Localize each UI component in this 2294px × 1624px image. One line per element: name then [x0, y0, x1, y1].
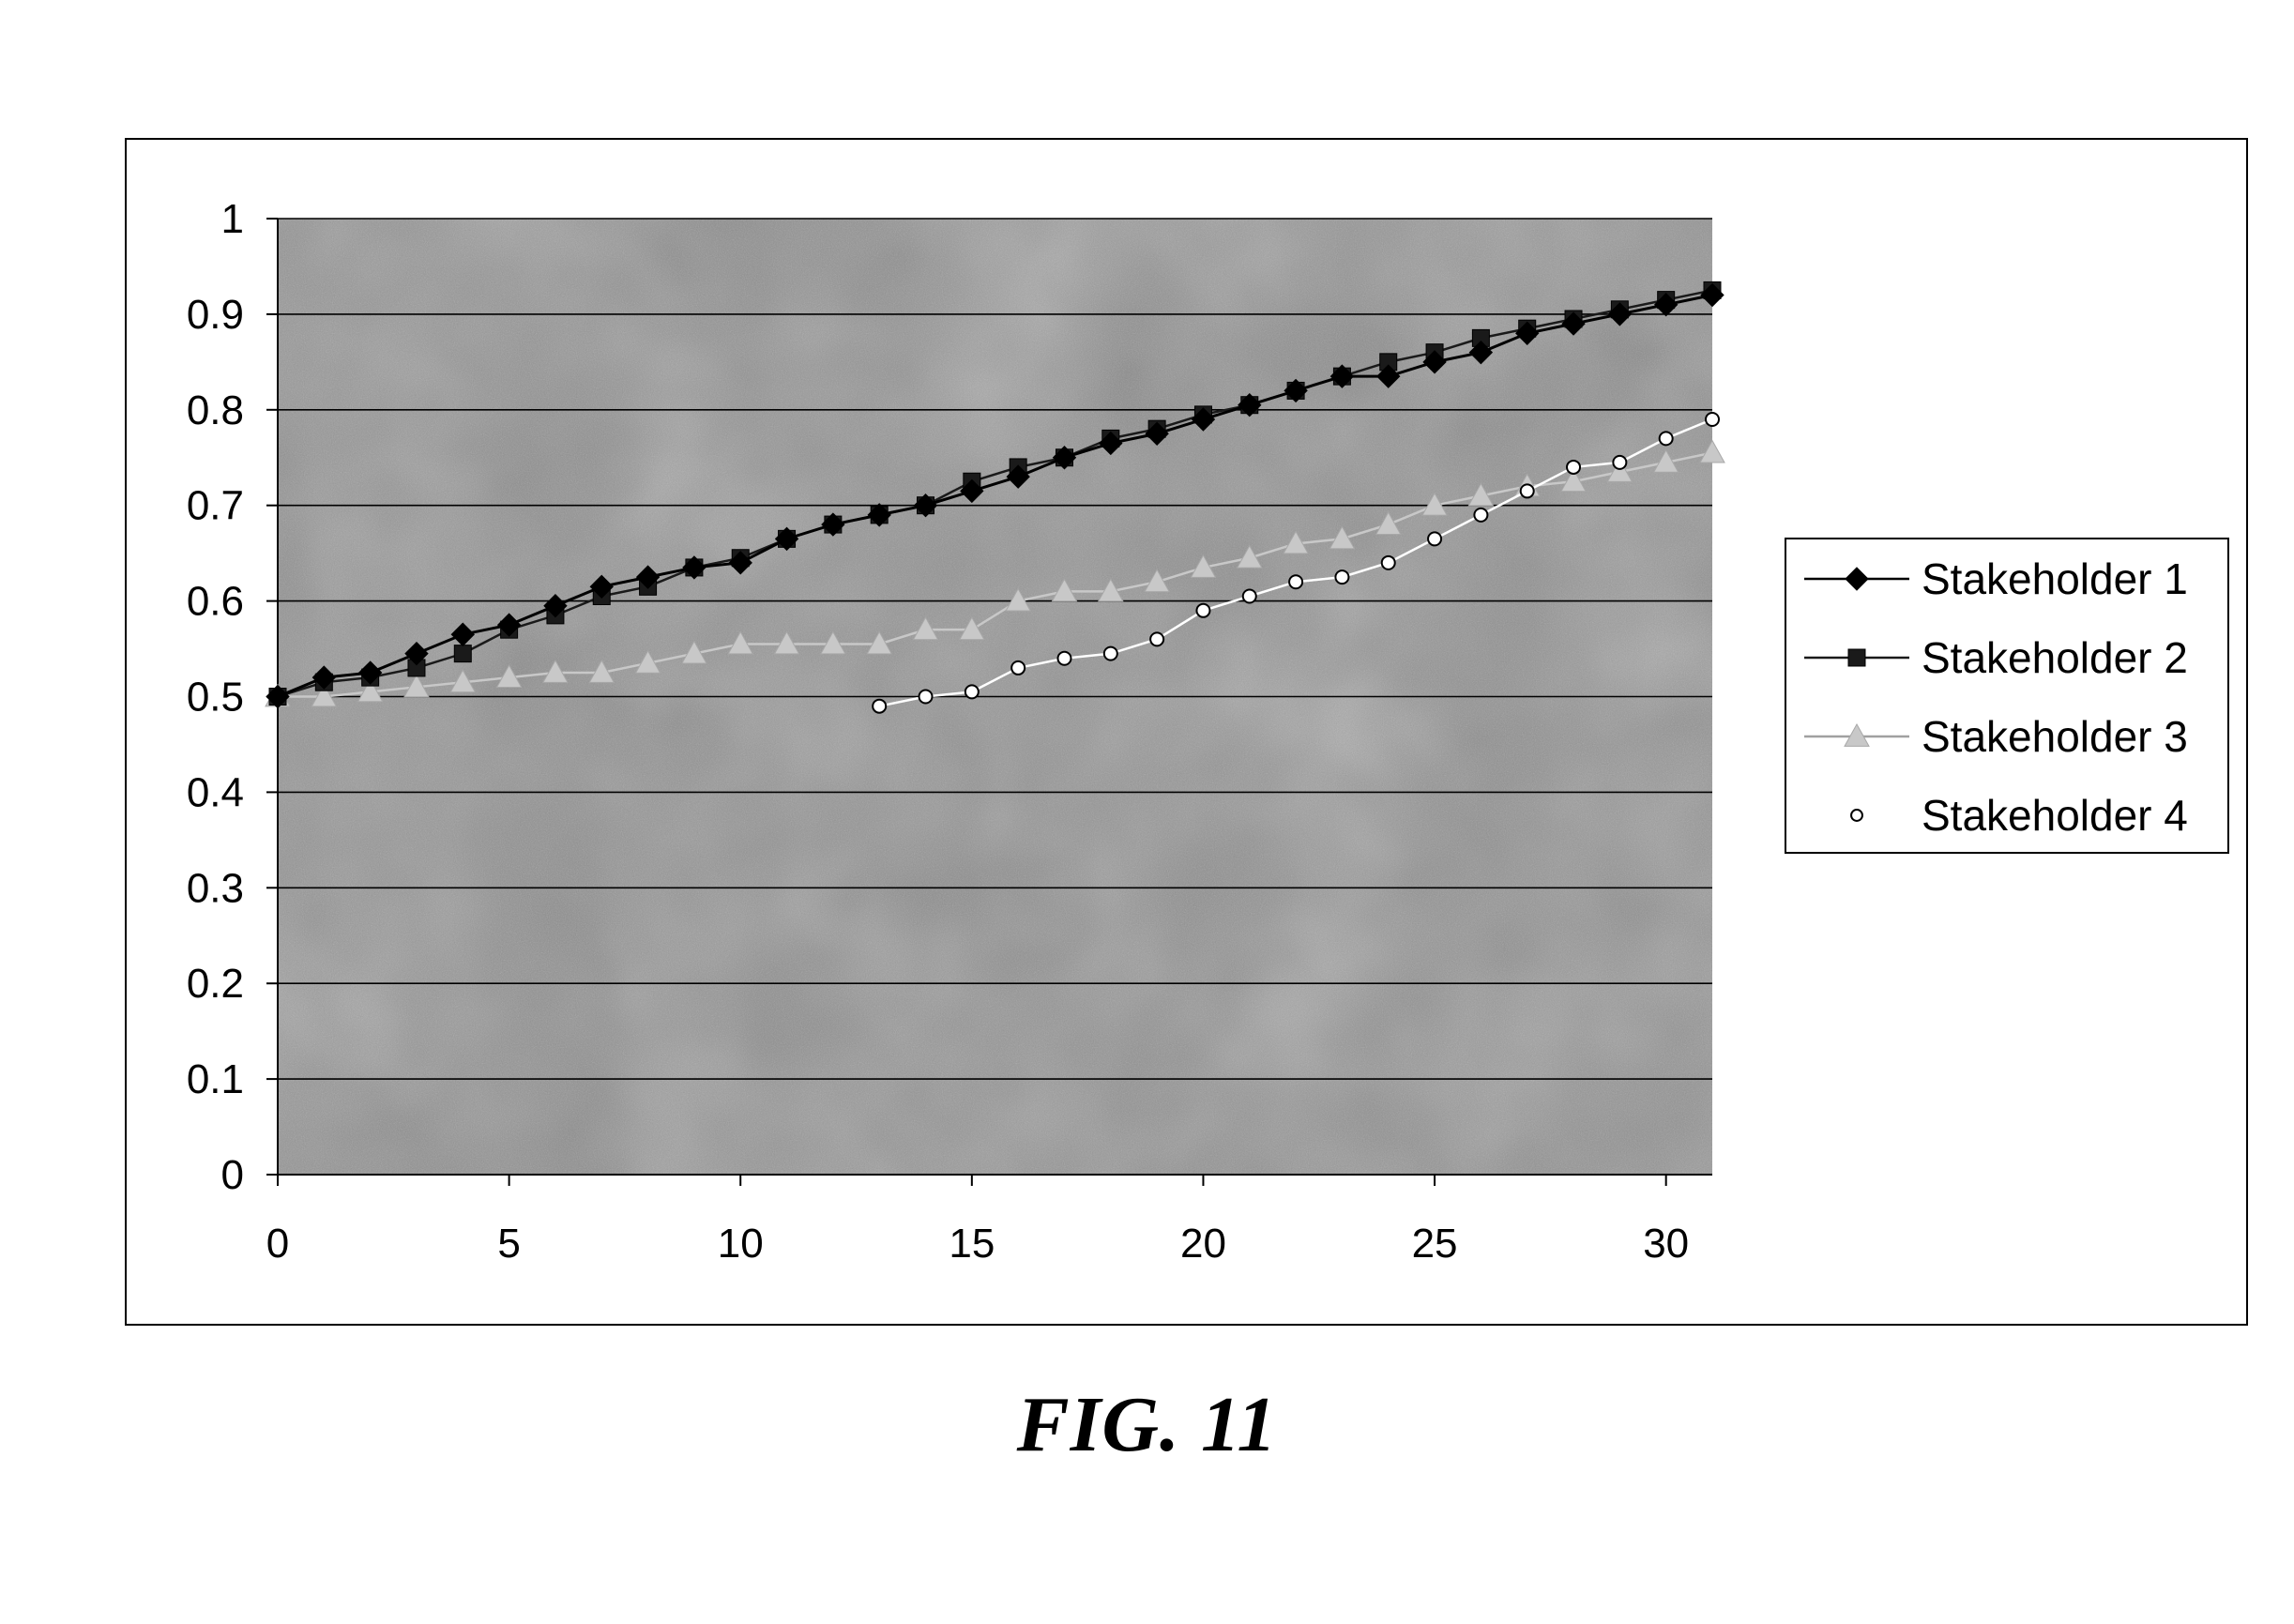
y-tick-label: 0 — [221, 1152, 244, 1198]
legend-marker — [1848, 649, 1865, 666]
data-point-circle — [1335, 570, 1348, 584]
x-tick-label: 25 — [1412, 1221, 1458, 1267]
data-point-circle — [1196, 604, 1209, 617]
data-point-circle — [1706, 413, 1719, 426]
x-tick-label: 15 — [949, 1221, 995, 1267]
legend-label: Stakeholder 2 — [1922, 633, 2188, 682]
y-tick-label: 0.3 — [187, 865, 244, 911]
y-tick-label: 0.2 — [187, 961, 244, 1007]
legend-label: Stakeholder 4 — [1922, 791, 2188, 840]
data-point-circle — [1474, 508, 1487, 522]
data-point-circle — [1011, 661, 1025, 675]
data-point-circle — [1521, 484, 1534, 497]
x-tick-label: 30 — [1643, 1221, 1689, 1267]
data-point-circle — [873, 700, 886, 713]
data-point-circle — [1243, 590, 1256, 603]
data-point-circle — [1104, 647, 1117, 660]
legend-label: Stakeholder 3 — [1922, 712, 2188, 761]
data-point-circle — [1150, 632, 1163, 645]
y-tick-label: 0.6 — [187, 579, 244, 625]
y-tick-label: 0.9 — [187, 292, 244, 338]
data-point-circle — [1613, 456, 1626, 469]
x-tick-label: 5 — [497, 1221, 520, 1267]
data-point-square — [454, 645, 471, 662]
data-point-circle — [965, 685, 979, 698]
data-point-circle — [1057, 652, 1071, 665]
y-tick-label: 0.4 — [187, 769, 244, 815]
x-tick-label: 0 — [266, 1221, 289, 1267]
data-point-circle — [1428, 532, 1441, 545]
data-point-circle — [1382, 556, 1395, 569]
y-tick-label: 0.5 — [187, 675, 244, 721]
data-point-circle — [919, 691, 933, 704]
data-point-circle — [1567, 461, 1580, 474]
legend-label: Stakeholder 1 — [1922, 554, 2188, 603]
legend: Stakeholder 1 Stakeholder 2 Stakeholder 3 S… — [1785, 539, 2228, 853]
legend-marker — [1851, 810, 1862, 821]
data-point-circle — [1660, 432, 1673, 445]
data-point-circle — [1289, 575, 1302, 588]
y-tick-label: 0.7 — [187, 483, 244, 529]
figure-caption: FIG. 11 — [0, 1379, 2294, 1470]
y-tick-label: 0.8 — [187, 387, 244, 433]
y-tick-label: 1 — [221, 196, 244, 242]
x-tick-label: 10 — [718, 1221, 764, 1267]
y-tick-label: 0.1 — [187, 1056, 244, 1102]
x-tick-label: 20 — [1180, 1221, 1226, 1267]
